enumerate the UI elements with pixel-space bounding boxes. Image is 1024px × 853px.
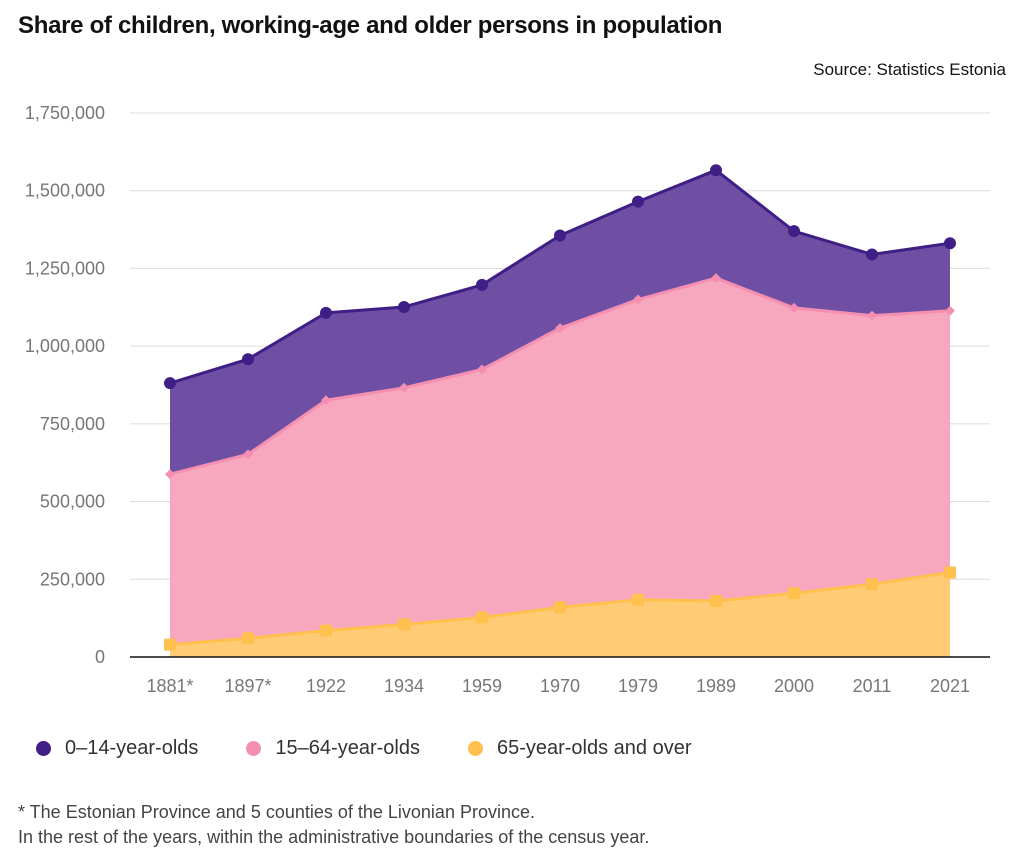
point-marker [555, 323, 565, 334]
point-marker [320, 624, 332, 637]
legend-swatch-children [36, 741, 51, 756]
footnote: * The Estonian Province and 5 counties o… [18, 800, 649, 850]
point-marker [476, 611, 488, 624]
x-tick-label: 2021 [930, 676, 970, 696]
x-tick-label: 1989 [696, 676, 736, 696]
point-marker [944, 237, 956, 250]
legend-label-older: 65-year-olds and over [496, 737, 692, 759]
point-marker [243, 449, 253, 460]
data-markers [164, 164, 956, 651]
legend-item-older: 65-year-olds and over [467, 737, 692, 760]
point-marker [477, 364, 487, 375]
point-marker [476, 278, 488, 291]
point-marker [710, 595, 722, 608]
point-marker [945, 305, 955, 316]
x-tick-label: 1934 [384, 676, 424, 696]
point-marker [321, 395, 331, 406]
point-marker [632, 593, 644, 606]
legend-swatch-working-age [246, 741, 262, 756]
point-marker [554, 229, 566, 242]
y-tick-label: 500,000 [40, 492, 105, 512]
x-tick-label: 1897* [224, 676, 271, 696]
legend-label-working-age: 15–64-year-olds [275, 737, 420, 759]
point-marker [399, 382, 409, 393]
stacked-areas [170, 170, 950, 657]
point-marker [554, 601, 566, 614]
legend-label-children: 0–14-year-olds [65, 737, 199, 759]
x-tick-label: 1979 [618, 676, 658, 696]
point-marker [632, 195, 644, 208]
legend: 0–14-year-olds 15–64-year-olds 65-year-o… [36, 737, 740, 760]
point-marker [320, 306, 332, 319]
y-tick-label: 1,750,000 [25, 103, 105, 123]
y-tick-label: 1,500,000 [25, 181, 105, 201]
y-tick-label: 1,250,000 [25, 258, 105, 278]
point-marker [788, 225, 800, 238]
point-marker [867, 310, 877, 321]
area-2 [170, 572, 950, 657]
x-tick-label: 1881* [146, 676, 193, 696]
point-marker [710, 164, 722, 177]
x-tick-label: 1959 [462, 676, 502, 696]
point-marker [398, 300, 410, 313]
legend-swatch-older [467, 741, 483, 756]
point-marker [242, 353, 254, 366]
point-marker [165, 469, 175, 480]
point-marker [711, 273, 721, 284]
y-axis-ticks: 0 250,000 500,000 750,000 1,000,000 1,250,000… [25, 103, 105, 667]
point-marker [788, 587, 800, 600]
point-marker [944, 566, 956, 579]
y-tick-label: 750,000 [40, 414, 105, 434]
area-1 [170, 278, 950, 645]
x-tick-label: 2000 [774, 676, 814, 696]
chart-title: Share of children, working-age and older… [18, 12, 723, 39]
area-0 [170, 170, 950, 475]
area-chart: 0 250,000 500,000 750,000 1,000,000 1,250,000… [25, 103, 990, 696]
point-marker [398, 618, 410, 631]
point-marker [164, 638, 176, 651]
point-marker [164, 377, 176, 390]
x-axis-ticks: 1881* 1897* 1922 1934 1959 1970 1979 1989 2000 20… [146, 676, 970, 696]
y-tick-label: 1,000,000 [25, 336, 105, 356]
x-tick-label: 1970 [540, 676, 580, 696]
y-tick-label: 0 [95, 647, 105, 667]
footnote-line-1: * The Estonian Province and 5 counties o… [18, 802, 535, 822]
y-tick-label: 250,000 [40, 569, 105, 589]
footnote-line-2: In the rest of the years, within the adm… [18, 827, 650, 847]
point-marker [242, 632, 254, 645]
legend-item-children: 0–14-year-olds [36, 737, 198, 760]
x-tick-label: 2011 [853, 676, 892, 696]
legend-item-working-age: 15–64-year-olds [246, 737, 420, 760]
x-tick-label: 1922 [306, 676, 346, 696]
point-marker [866, 578, 878, 591]
point-marker [866, 248, 878, 261]
source-label: Source: Statistics Estonia [813, 60, 1006, 79]
point-marker [633, 294, 643, 305]
point-marker [789, 302, 799, 313]
